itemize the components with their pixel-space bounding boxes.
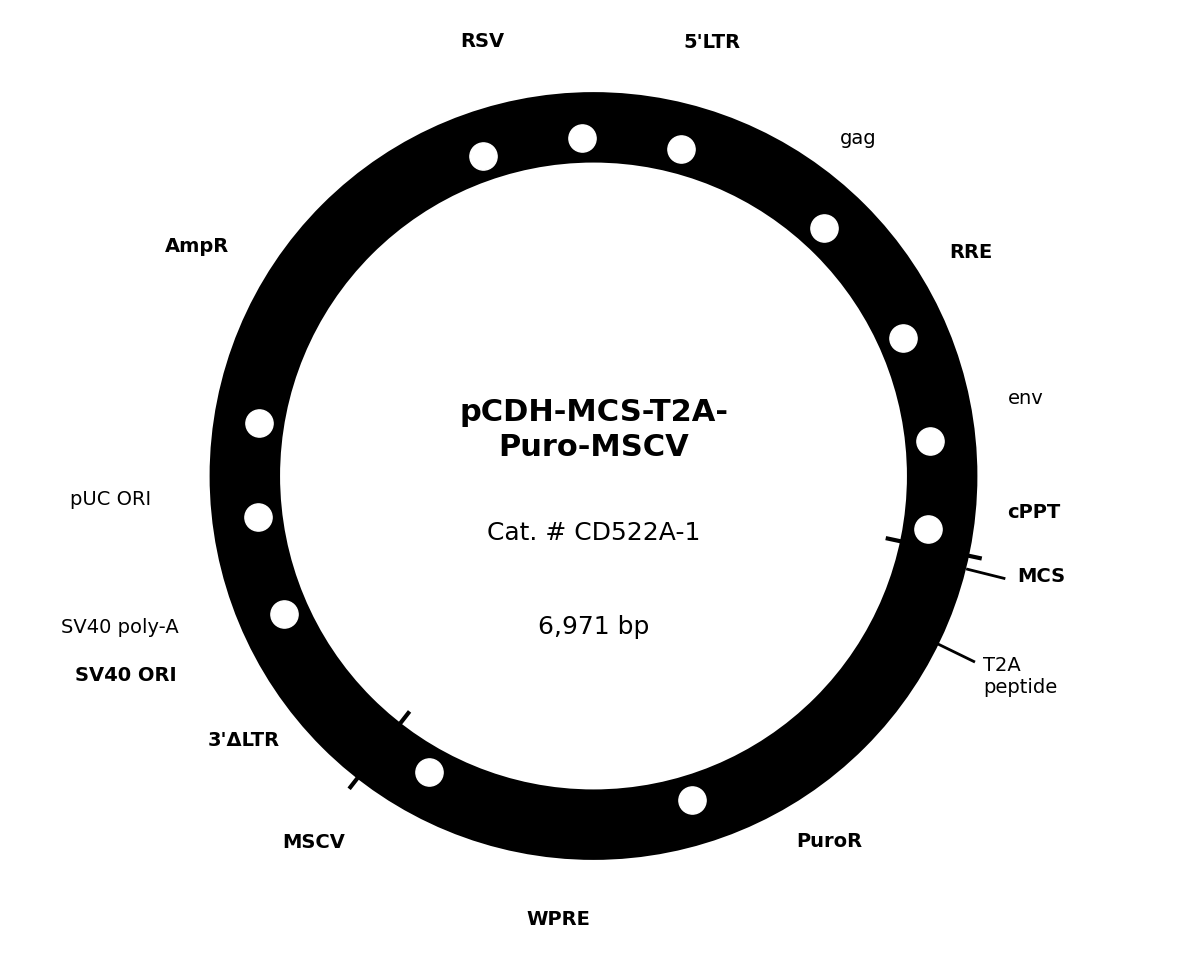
Text: gag: gag	[839, 130, 876, 148]
Text: 5'LTR: 5'LTR	[684, 33, 741, 52]
Text: cPPT: cPPT	[1008, 502, 1061, 521]
Polygon shape	[248, 406, 268, 431]
Text: WPRE: WPRE	[526, 909, 590, 928]
Polygon shape	[277, 598, 296, 624]
Polygon shape	[576, 129, 599, 150]
Text: MCS: MCS	[1017, 567, 1066, 586]
Text: pCDH-MCS-T2A-
Puro-MSCV: pCDH-MCS-T2A- Puro-MSCV	[459, 397, 728, 462]
Polygon shape	[694, 145, 721, 165]
Text: T2A
peptide: T2A peptide	[983, 656, 1058, 697]
Polygon shape	[466, 788, 493, 808]
Text: RRE: RRE	[950, 242, 992, 261]
Text: 6,971 bp: 6,971 bp	[538, 615, 649, 639]
Text: 3'ΔLTR: 3'ΔLTR	[208, 730, 280, 749]
Polygon shape	[813, 217, 838, 241]
Polygon shape	[248, 500, 268, 525]
Polygon shape	[919, 434, 940, 458]
Text: SV40 poly-A: SV40 poly-A	[61, 618, 178, 637]
Polygon shape	[474, 149, 500, 169]
Text: PuroR: PuroR	[796, 831, 863, 850]
Polygon shape	[891, 329, 910, 355]
Polygon shape	[673, 138, 698, 158]
Polygon shape	[919, 522, 939, 547]
Text: env: env	[1008, 388, 1043, 407]
Text: MSCV: MSCV	[281, 832, 344, 851]
Text: pUC ORI: pUC ORI	[70, 490, 152, 509]
Polygon shape	[675, 788, 702, 808]
Text: Cat. # CD522A-1: Cat. # CD522A-1	[487, 521, 700, 545]
Text: SV40 ORI: SV40 ORI	[76, 665, 177, 684]
Circle shape	[203, 87, 984, 866]
Text: RSV: RSV	[461, 32, 504, 51]
Text: AmpR: AmpR	[165, 237, 229, 255]
